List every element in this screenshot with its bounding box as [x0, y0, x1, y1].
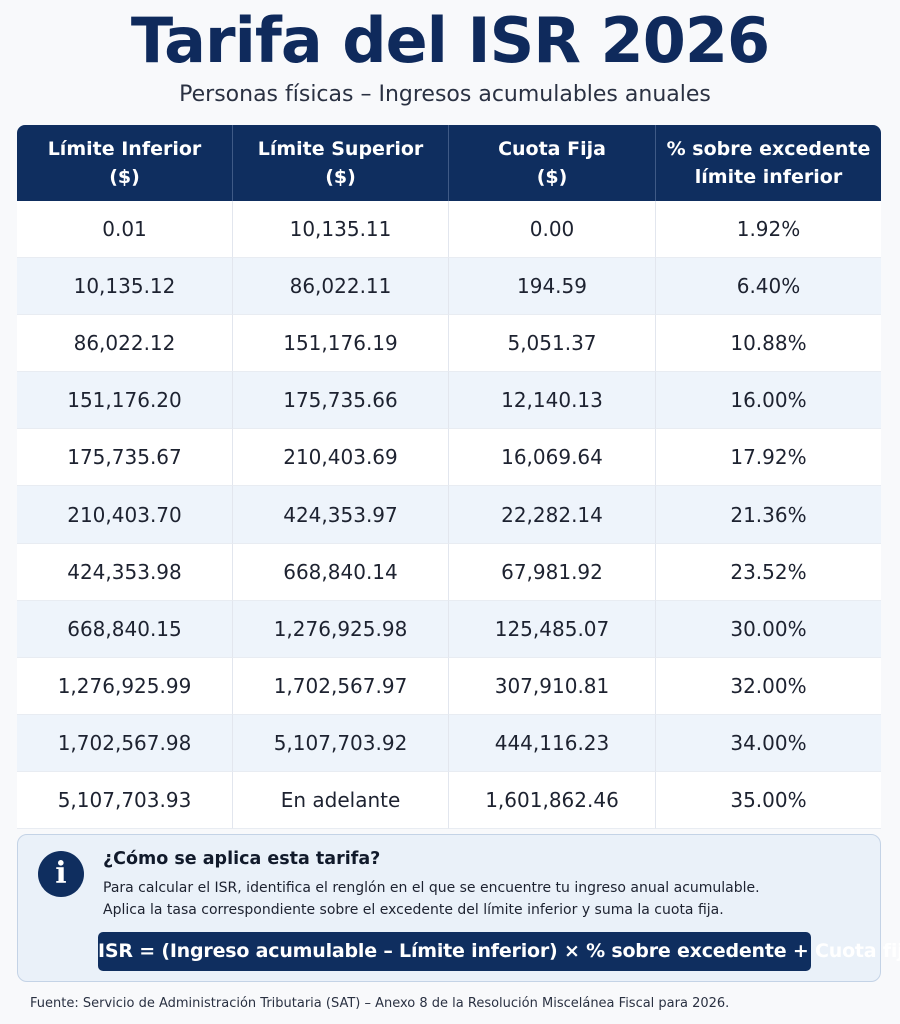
cell-porcentaje: 10.88%: [655, 315, 881, 373]
cell-cuota-fija: 125,485.07: [448, 600, 655, 658]
cell-cuota-fija: 16,069.64: [448, 429, 655, 487]
cell-limite-inferior: 424,353.98: [17, 543, 232, 601]
table-row: 175,735.67 210,403.69 16,069.64 17.92%: [17, 429, 881, 487]
cell-limite-superior: 668,840.14: [232, 543, 448, 601]
cell-cuota-fija: 444,116.23: [448, 714, 655, 772]
cell-limite-inferior: 1,276,925.99: [17, 657, 232, 715]
cell-cuota-fija: 22,282.14: [448, 486, 655, 544]
source-note: Fuente: Servicio de Administración Tribu…: [30, 996, 730, 1011]
cell-porcentaje: 1.92%: [655, 201, 881, 259]
cell-porcentaje: 6.40%: [655, 258, 881, 316]
cell-limite-superior: 1,276,925.98: [232, 600, 448, 658]
header-cuota-fija: Cuota Fija ($): [448, 125, 655, 201]
page-subtitle: Personas físicas – Ingresos acumulables …: [179, 82, 711, 107]
cell-cuota-fija: 194.59: [448, 258, 655, 316]
table-row: 668,840.15 1,276,925.98 125,485.07 30.00…: [17, 600, 881, 658]
header-unit: límite inferior: [694, 166, 843, 188]
cell-limite-inferior: 5,107,703.93: [17, 771, 232, 830]
cell-limite-superior: 5,107,703.92: [232, 714, 448, 772]
header-porcentaje-excedente: % sobre excedente límite inferior: [655, 125, 881, 201]
cell-limite-inferior: 86,022.12: [17, 315, 232, 373]
isr-formula: ISR = (Ingreso acumulable – Límite infer…: [98, 932, 900, 971]
cell-limite-superior: En adelante: [232, 771, 448, 830]
cell-cuota-fija: 1,601,862.46: [448, 771, 655, 830]
cell-porcentaje: 32.00%: [655, 657, 881, 715]
table-row: 1,276,925.99 1,702,567.97 307,910.81 32.…: [17, 657, 881, 715]
cell-porcentaje: 35.00%: [655, 771, 881, 830]
cell-limite-superior: 1,702,567.97: [232, 657, 448, 715]
cell-limite-inferior: 0.01: [17, 201, 232, 259]
cell-limite-inferior: 210,403.70: [17, 486, 232, 544]
header-unit: ($): [325, 166, 356, 188]
cell-limite-inferior: 10,135.12: [17, 258, 232, 316]
cell-porcentaje: 16.00%: [655, 372, 881, 430]
header-label: % sobre excedente: [666, 138, 871, 160]
table-row: 86,022.12 151,176.19 5,051.37 10.88%: [17, 315, 881, 373]
info-icon: i: [38, 851, 84, 897]
table-row: 151,176.20 175,735.66 12,140.13 16.00%: [17, 372, 881, 430]
cell-cuota-fija: 0.00: [448, 201, 655, 259]
info-text-line: Para calcular el ISR, identifica el reng…: [103, 880, 760, 896]
page-title: Tarifa del ISR 2026: [130, 4, 770, 77]
cell-limite-superior: 10,135.11: [232, 201, 448, 259]
table-row: 424,353.98 668,840.14 67,981.92 23.52%: [17, 543, 881, 601]
header-unit: ($): [109, 166, 140, 188]
header-limite-inferior: Límite Inferior ($): [17, 125, 232, 201]
cell-cuota-fija: 5,051.37: [448, 315, 655, 373]
cell-porcentaje: 17.92%: [655, 429, 881, 487]
header-label: Cuota Fija: [498, 138, 606, 160]
header-label: Límite Superior: [257, 138, 424, 160]
info-text-line: Aplica la tasa correspondiente sobre el …: [103, 902, 724, 918]
table-row: 5,107,703.93 En adelante 1,601,862.46 35…: [17, 771, 881, 830]
cell-limite-superior: 86,022.11: [232, 258, 448, 316]
cell-cuota-fija: 307,910.81: [448, 657, 655, 715]
table-row: 1,702,567.98 5,107,703.92 444,116.23 34.…: [17, 714, 881, 772]
header-limite-superior: Límite Superior ($): [232, 125, 448, 201]
table-row: 0.01 10,135.11 0.00 1.92%: [17, 201, 881, 259]
cell-cuota-fija: 12,140.13: [448, 372, 655, 430]
cell-porcentaje: 21.36%: [655, 486, 881, 544]
info-box: i ¿Cómo se aplica esta tarifa? Para calc…: [17, 834, 900, 982]
cell-cuota-fija: 67,981.92: [448, 543, 655, 601]
info-heading: ¿Cómo se aplica esta tarifa?: [103, 849, 381, 869]
table-row: 10,135.12 86,022.11 194.59 6.40%: [17, 258, 881, 316]
cell-limite-superior: 424,353.97: [232, 486, 448, 544]
cell-limite-inferior: 1,702,567.98: [17, 714, 232, 772]
cell-limite-superior: 210,403.69: [232, 429, 448, 487]
cell-porcentaje: 23.52%: [655, 543, 881, 601]
cell-limite-inferior: 151,176.20: [17, 372, 232, 430]
cell-limite-inferior: 175,735.67: [17, 429, 232, 487]
cell-limite-inferior: 668,840.15: [17, 600, 232, 658]
isr-rate-table: Límite Inferior ($) Límite Superior ($) …: [17, 125, 881, 830]
table-row: 210,403.70 424,353.97 22,282.14 21.36%: [17, 486, 881, 544]
cell-porcentaje: 34.00%: [655, 714, 881, 772]
header-unit: ($): [536, 166, 568, 188]
header-label: Límite Inferior: [47, 138, 202, 160]
cell-porcentaje: 30.00%: [655, 600, 881, 658]
table-header-row: Límite Inferior ($) Límite Superior ($) …: [17, 125, 881, 201]
cell-limite-superior: 151,176.19: [232, 315, 448, 373]
cell-limite-superior: 175,735.66: [232, 372, 448, 430]
